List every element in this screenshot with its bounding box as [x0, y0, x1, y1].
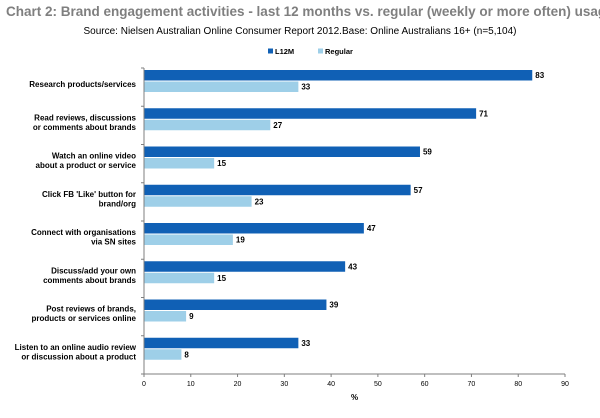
legend-swatch-l12m	[268, 48, 273, 54]
category-label: Read reviews, discussions	[34, 113, 136, 122]
bar-l12m	[144, 261, 346, 272]
x-axis-label: %	[351, 393, 358, 402]
data-label: 8	[184, 350, 189, 359]
bar-regular	[144, 272, 215, 284]
data-label: 27	[273, 121, 282, 130]
bar-l12m	[144, 184, 411, 196]
data-label: 39	[329, 301, 338, 310]
bar-regular	[144, 349, 182, 360]
data-label: 33	[301, 83, 310, 92]
category-label: or comments about brands	[33, 123, 137, 132]
bar-l12m	[144, 70, 533, 81]
bar-regular	[144, 196, 252, 207]
chart-subtitle: Source: Nielsen Australian Online Consum…	[83, 26, 517, 37]
bar-regular	[144, 158, 215, 169]
bar-l12m	[144, 108, 477, 119]
data-label: 83	[535, 71, 544, 80]
bar-regular	[144, 311, 187, 322]
data-label: 15	[217, 159, 226, 168]
category-label: brand/org	[99, 199, 136, 208]
category-label: Click FB 'Like' button for	[42, 190, 136, 199]
legend-label: Regular	[325, 47, 353, 56]
x-tick-label: 40	[327, 381, 335, 388]
category-label: or discussion about a product	[21, 352, 136, 361]
legend-label: L12M	[275, 47, 294, 56]
category-label: Post reviews of brands,	[46, 305, 136, 314]
data-label: 47	[367, 224, 376, 233]
category-label: comments about brands	[43, 276, 136, 285]
x-tick-label: 0	[142, 381, 146, 388]
x-tick-label: 70	[468, 381, 476, 388]
category-label: Discuss/add your own	[51, 266, 136, 275]
x-tick-label: 10	[187, 381, 195, 388]
chart-title: Chart 2: Brand engagement activities - l…	[6, 4, 600, 19]
data-label: 33	[301, 339, 310, 348]
category-label: about a product or service	[36, 161, 137, 170]
x-tick-label: 60	[421, 381, 429, 388]
x-tick-label: 30	[280, 381, 288, 388]
bar-l12m	[144, 223, 364, 234]
data-label: 19	[236, 236, 245, 245]
bar-regular	[144, 234, 233, 245]
category-label: Research products/services	[29, 80, 136, 89]
bar-regular	[144, 81, 299, 92]
legend-swatch-regular	[318, 48, 323, 54]
category-label: via SN sites	[91, 238, 136, 247]
data-label: 23	[255, 197, 264, 206]
bar-l12m	[144, 299, 327, 310]
category-label: Listen to an online audio review	[15, 343, 137, 352]
data-label: 43	[348, 262, 357, 271]
bar-l12m	[144, 146, 420, 157]
category-label: products or services online	[32, 314, 137, 323]
data-label: 59	[423, 148, 432, 157]
bar-l12m	[144, 337, 299, 349]
x-tick-label: 90	[561, 381, 569, 388]
x-tick-label: 80	[514, 381, 522, 388]
x-tick-label: 20	[234, 381, 242, 388]
data-label: 9	[189, 312, 194, 321]
category-label: Watch an online video	[52, 152, 136, 161]
x-tick-label: 50	[374, 381, 382, 388]
data-label: 15	[217, 274, 226, 283]
data-label: 57	[414, 186, 423, 195]
data-label: 71	[479, 109, 488, 118]
category-label: Connect with organisations	[31, 228, 136, 237]
bar-regular	[144, 119, 271, 131]
